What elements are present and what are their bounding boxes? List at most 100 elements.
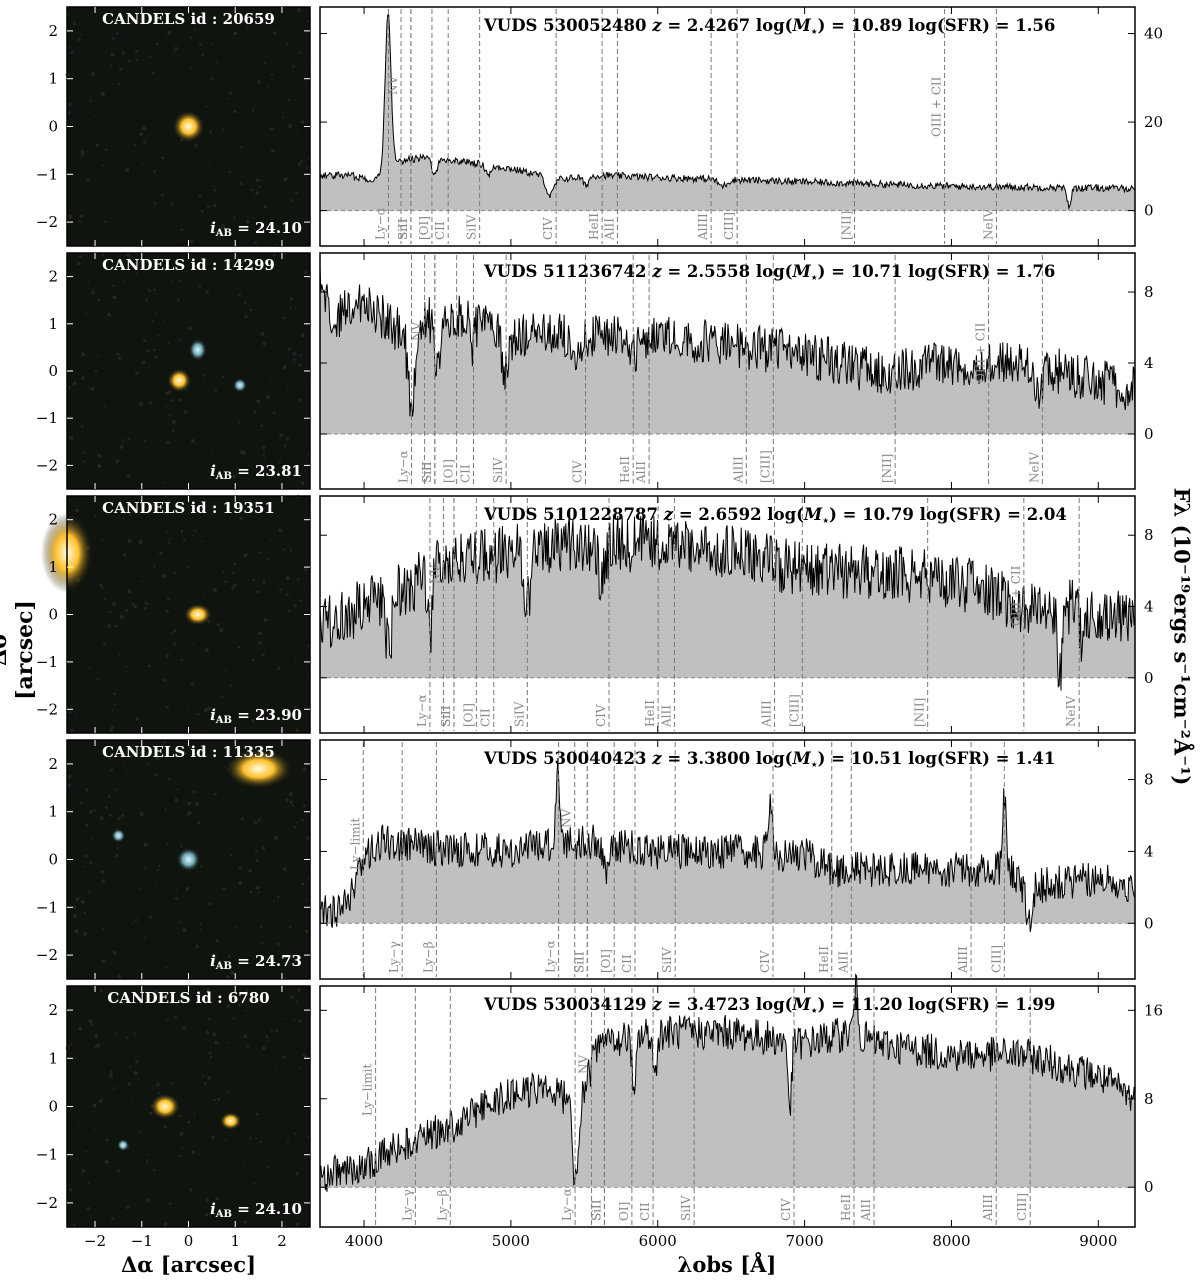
noise-speck: [237, 711, 239, 714]
noise-speck: [207, 1076, 212, 1080]
image-ytick-label: −2: [36, 456, 58, 474]
noise-speck: [286, 1140, 289, 1143]
noise-speck: [210, 452, 213, 455]
noise-speck: [282, 1055, 286, 1059]
noise-speck: [254, 93, 256, 95]
noise-speck: [109, 727, 114, 732]
candels-id: CANDELS id : 19351: [102, 499, 275, 517]
noise-speck: [215, 1102, 217, 1104]
noise-speck: [233, 562, 236, 566]
noise-speck: [290, 995, 294, 999]
panel-2: CANDELS id : 14299 iAB = 23.81 2 1 0 −1 −2 Ly−α…: [36, 252, 1154, 490]
noise-speck: [267, 558, 270, 561]
image-background: [67, 986, 310, 1227]
noise-speck: [193, 1068, 195, 1070]
noise-speck: [219, 628, 224, 633]
noise-speck: [298, 398, 302, 403]
iab-value: = 24.73: [232, 952, 302, 970]
noise-speck: [222, 375, 225, 379]
noise-speck: [104, 148, 108, 152]
noise-speck: [148, 401, 152, 405]
noise-speck: [184, 752, 187, 755]
noise-speck: [299, 599, 303, 603]
noise-speck: [272, 149, 276, 153]
noise-speck: [199, 534, 202, 536]
noise-speck: [81, 150, 85, 154]
noise-speck: [101, 253, 104, 256]
noise-speck: [145, 1197, 148, 1200]
noise-speck: [180, 228, 184, 232]
noise-speck: [289, 925, 292, 929]
noise-speck: [239, 450, 244, 455]
noise-speck: [167, 597, 170, 601]
noise-speck: [215, 1196, 220, 1201]
noise-speck: [93, 1087, 95, 1090]
noise-speck: [151, 71, 155, 75]
noise-speck: [197, 712, 200, 716]
noise-speck: [175, 241, 177, 243]
noise-speck: [89, 861, 93, 865]
z-value: = 2.5558 log(: [662, 262, 793, 281]
noise-speck: [135, 371, 140, 376]
line-label: AlII: [602, 218, 616, 241]
line-label: OIII + CII: [930, 76, 944, 137]
noise-speck: [111, 709, 114, 712]
noise-speck: [100, 870, 105, 874]
mass-value: ) = 10.51 log(SFR) = 1.41: [818, 749, 1056, 768]
noise-speck: [171, 1081, 174, 1085]
noise-speck: [235, 926, 238, 929]
noise-speck: [133, 143, 136, 147]
noise-speck: [232, 641, 235, 643]
noise-speck: [186, 565, 190, 569]
noise-speck: [81, 1169, 86, 1173]
noise-speck: [189, 66, 192, 69]
vuds-id: VUDS 530040423: [483, 749, 652, 768]
noise-speck: [270, 149, 273, 152]
noise-speck: [295, 728, 299, 732]
line-label: SiII: [420, 461, 434, 483]
noise-speck: [190, 239, 194, 243]
noise-speck: [295, 1000, 298, 1003]
noise-speck: [243, 1034, 248, 1039]
noise-speck: [67, 110, 72, 115]
noise-speck: [172, 642, 176, 646]
noise-speck: [252, 109, 255, 112]
line-label: SiIV: [512, 701, 526, 727]
noise-speck: [255, 858, 260, 863]
noise-speck: [193, 1112, 196, 1115]
noise-speck: [68, 710, 72, 714]
noise-speck: [152, 169, 157, 174]
noise-speck: [155, 1083, 159, 1087]
noise-speck: [264, 205, 268, 209]
noise-speck: [181, 535, 183, 537]
noise-speck: [183, 909, 185, 911]
noise-speck: [216, 61, 218, 64]
candels-id: CANDELS id : 6780: [107, 989, 269, 1007]
noise-speck: [231, 572, 234, 575]
line-label: [OI]: [599, 949, 613, 973]
noise-speck: [152, 348, 156, 352]
noise-speck: [263, 449, 265, 452]
noise-speck: [292, 228, 295, 232]
noise-speck: [70, 51, 74, 55]
noise-speck: [203, 708, 208, 713]
noise-speck: [261, 41, 263, 43]
noise-speck: [139, 132, 144, 136]
noise-speck: [145, 298, 148, 301]
line-label: NV: [560, 809, 574, 829]
noise-speck: [87, 386, 89, 389]
noise-speck: [87, 1181, 90, 1185]
image-ytick-label: 2: [48, 511, 58, 529]
noise-speck: [113, 1086, 116, 1090]
noise-speck: [177, 298, 180, 301]
noise-speck: [237, 645, 241, 649]
noise-speck: [110, 768, 114, 772]
line-label: SiII: [572, 951, 586, 973]
noise-speck: [305, 929, 309, 934]
spectrum-ytick-label: 20: [1144, 113, 1163, 131]
noise-speck: [298, 712, 302, 716]
noise-speck: [127, 539, 132, 543]
noise-speck: [97, 298, 101, 302]
noise-speck: [110, 52, 115, 57]
